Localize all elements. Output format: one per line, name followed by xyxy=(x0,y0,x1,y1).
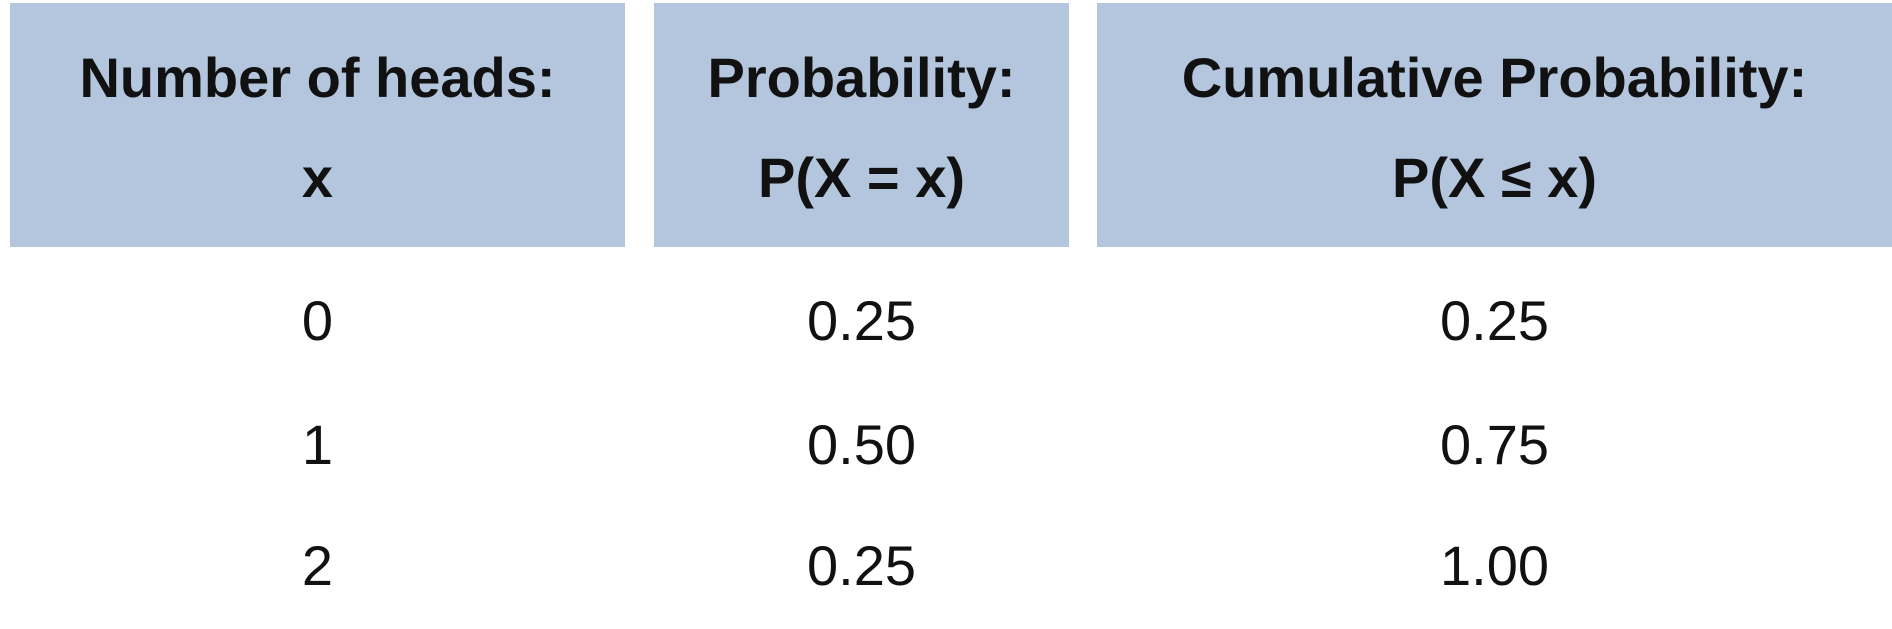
header-symbol: P(X ≤ x) xyxy=(1392,146,1597,209)
table-row: 0 0.25 0.25 xyxy=(0,260,1892,380)
cell-cumulative-probability: 1.00 xyxy=(1440,533,1549,597)
cell-heads: 2 xyxy=(301,533,334,597)
header-symbol: x xyxy=(301,146,334,209)
table-row: 1 0.50 0.75 xyxy=(0,384,1892,504)
header-title: Probability: xyxy=(707,46,1016,109)
header-probability: Probability: P(X = x) xyxy=(654,3,1069,247)
header-title: Cumulative Probability: xyxy=(1181,46,1808,109)
header-number-of-heads: Number of heads: x xyxy=(10,3,625,247)
header-title: Number of heads: xyxy=(79,46,556,109)
cell-probability: 0.50 xyxy=(807,412,916,476)
table-row: 2 0.25 1.00 xyxy=(0,505,1892,625)
cell-cumulative-probability: 0.25 xyxy=(1440,288,1549,352)
cell-cumulative-probability: 0.75 xyxy=(1440,412,1549,476)
header-cumulative-probability: Cumulative Probability: P(X ≤ x) xyxy=(1097,3,1892,247)
cell-probability: 0.25 xyxy=(807,288,916,352)
cell-heads: 0 xyxy=(301,288,334,352)
cell-heads: 1 xyxy=(301,412,334,476)
cell-probability: 0.25 xyxy=(807,533,916,597)
header-symbol: P(X = x) xyxy=(758,146,965,209)
